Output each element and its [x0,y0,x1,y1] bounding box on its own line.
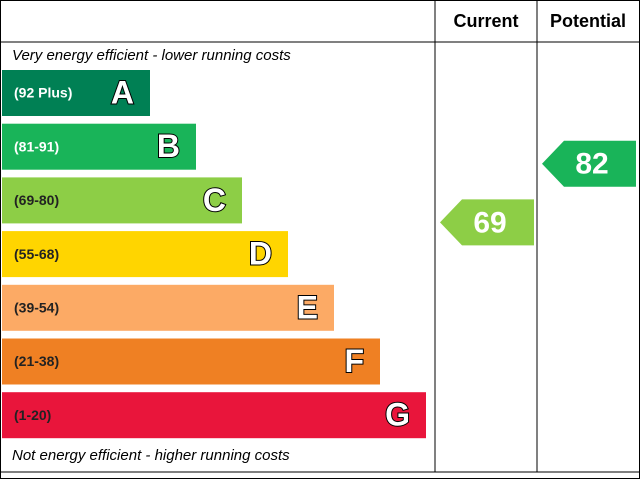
band-letter: G [385,397,410,433]
rating-arrow [440,199,534,246]
band [2,284,334,331]
band [2,231,288,278]
band [2,177,242,224]
band-letter: F [344,343,364,379]
band-letter: E [297,289,318,325]
rating-value: 82 [575,148,608,181]
rating-value: 69 [473,206,506,239]
band-range: (21-38) [14,353,59,369]
band-letter: C [203,182,226,218]
band-letter: A [111,74,134,110]
bottom-note: Not energy efficient - higher running co… [12,447,290,464]
band-range: (1-20) [14,407,51,423]
header: Current [453,11,518,31]
band [2,338,380,385]
band-range: (81-91) [14,138,59,154]
top-note: Very energy efficient - lower running co… [12,47,291,64]
band-letter: B [157,128,180,164]
band-range: (69-80) [14,192,59,208]
band-range: (39-54) [14,300,59,316]
band-range: (92 Plus) [14,85,72,101]
band [2,70,150,116]
header: Potential [550,11,626,31]
band-letter: D [249,236,272,272]
band [2,123,196,170]
band [2,392,426,439]
band-range: (55-68) [14,246,59,262]
rating-arrow [542,140,636,187]
